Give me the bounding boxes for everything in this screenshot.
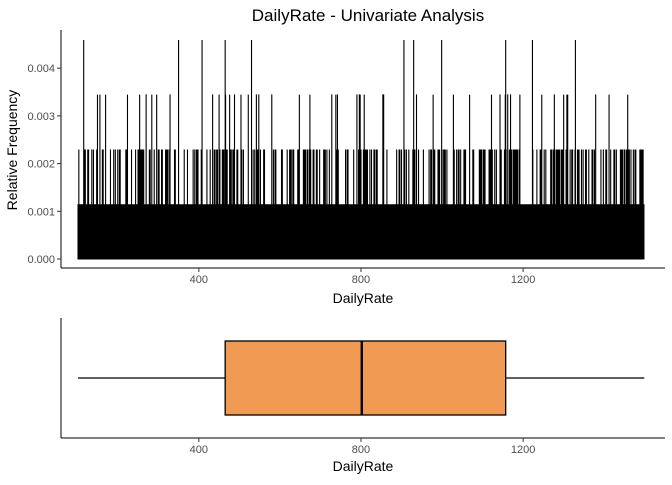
y-tick-label: 0.003 — [27, 111, 55, 123]
boxplot-x-axis-label: DailyRate — [333, 458, 394, 474]
x-axis-label: DailyRate — [333, 290, 394, 306]
histogram-spikes — [77, 40, 645, 260]
x-tick-label: 400 — [190, 274, 208, 286]
boxplot-x-tick-label: 400 — [190, 444, 208, 456]
y-tick-label: 0.002 — [27, 159, 55, 171]
y-tick-label: 0.000 — [27, 254, 55, 266]
x-tick-label: 800 — [352, 274, 370, 286]
boxplot-panel: 400 800 1200 DailyRate — [60, 318, 665, 474]
histogram-panel: 0.000 0.001 0.002 0.003 0.004 400 800 1200 Dai… — [4, 30, 665, 306]
histogram-bars — [77, 40, 645, 260]
x-axis-ticks: 400 800 1200 — [190, 268, 535, 286]
x-tick-label: 1200 — [511, 274, 535, 286]
y-tick-label: 0.004 — [27, 63, 55, 75]
y-axis-ticks: 0.000 0.001 0.002 0.003 0.004 — [27, 63, 61, 266]
iqr-box — [224, 340, 507, 416]
y-tick-label: 0.001 — [27, 206, 55, 218]
boxplot-marks — [78, 340, 645, 416]
chart-title: DailyRate - Univariate Analysis — [252, 6, 484, 25]
boxplot-x-tick-label: 800 — [352, 444, 370, 456]
boxplot-x-tick-label: 1200 — [511, 444, 535, 456]
boxplot-x-axis-ticks: 400 800 1200 — [190, 438, 535, 456]
y-axis-label: Relative Frequency — [4, 90, 20, 211]
